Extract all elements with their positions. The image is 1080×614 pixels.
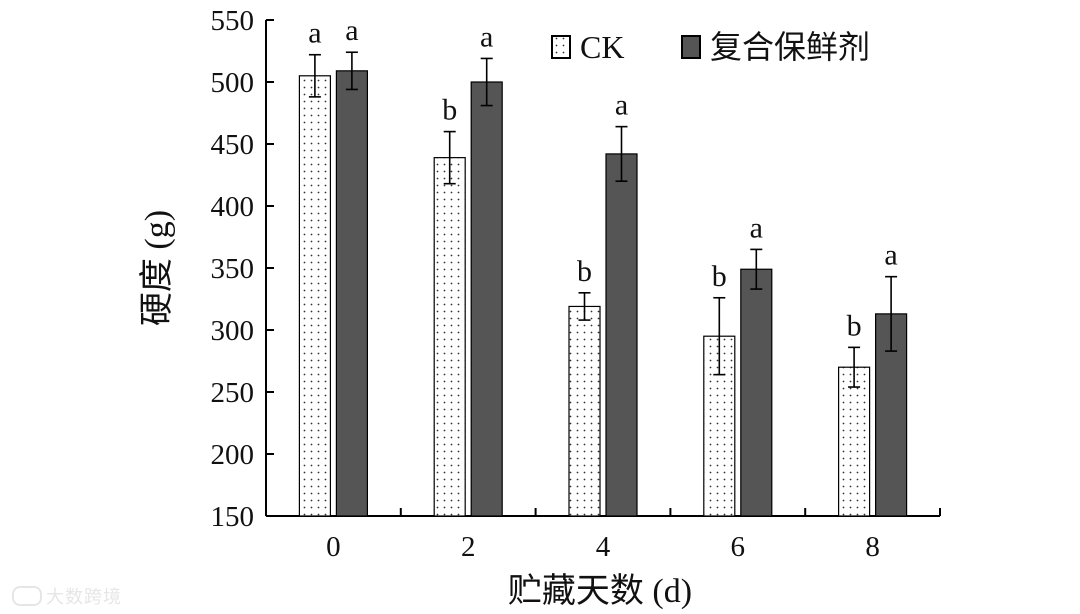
y-tick-label: 150 (211, 501, 255, 533)
legend-label: CK (580, 29, 624, 65)
significance-label: a (308, 17, 321, 50)
bar-compound (740, 268, 773, 517)
y-tick-label: 450 (211, 129, 255, 161)
significance-label: b (442, 94, 457, 127)
bars (298, 70, 908, 517)
bar-ck (837, 366, 871, 517)
watermark-text: 大数跨境 (46, 587, 122, 608)
y-tick-label: 400 (211, 191, 255, 223)
error-bars (308, 51, 898, 388)
y-axis-label: 硬度 (g) (138, 210, 176, 326)
significance-label: b (712, 260, 727, 293)
x-tick-label: 2 (461, 531, 476, 563)
y-tick-label: 200 (211, 439, 255, 471)
legend-swatch (681, 35, 701, 59)
bar-compound (874, 313, 908, 517)
significance-label: a (345, 14, 358, 47)
bar-compound (470, 81, 503, 517)
legend-label: 复合保鲜剂 (710, 29, 870, 65)
y-tick-label: 550 (211, 5, 255, 37)
x-tick-label: 6 (731, 531, 746, 563)
legend: CK 复合保鲜剂 (551, 29, 870, 65)
y-tick-label: 500 (211, 67, 255, 99)
significance-label: b (577, 255, 592, 288)
bar-compound (335, 70, 368, 517)
x-tick-label: 4 (596, 531, 611, 563)
bar-ck (298, 75, 331, 517)
axes: 150 200 250 300 350 400 450 500 550 0 2 4 6 8 (211, 5, 941, 563)
x-tick-label: 0 (326, 531, 341, 563)
legend-swatch (551, 35, 571, 59)
bar-ck (433, 157, 466, 517)
x-axis-label: 贮藏天数 (d) (508, 572, 692, 610)
significance-label: b (847, 309, 862, 342)
significance-label: a (480, 20, 493, 53)
x-tick-label: 8 (865, 531, 880, 563)
bar-ck (568, 305, 601, 517)
y-tick-label: 350 (211, 253, 255, 285)
significance-label: a (750, 211, 763, 244)
watermark: 大数跨境 (12, 583, 122, 609)
bar-compound (605, 153, 638, 517)
watermark-logo-icon (12, 586, 42, 606)
y-tick-label: 300 (211, 315, 255, 347)
y-tick-label: 250 (211, 377, 255, 409)
significance-label: a (884, 239, 897, 272)
significance-label: a (615, 89, 628, 122)
